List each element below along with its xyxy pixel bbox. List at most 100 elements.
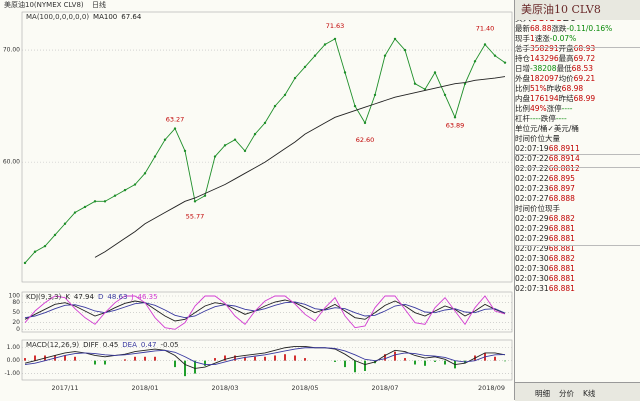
price-point	[353, 104, 357, 108]
macd-bar	[134, 356, 136, 361]
stat-label: 昨收	[546, 84, 562, 93]
stat-value: -0.11/0.16%	[566, 24, 613, 33]
x-tick-label: 2018/03	[211, 384, 238, 392]
legend-item: KDJ(9,3,3)	[26, 293, 62, 301]
legend-item: D	[98, 293, 103, 301]
price-point	[73, 211, 77, 214]
price-point	[193, 200, 197, 203]
stat-value: ----	[561, 104, 573, 113]
x-tick-label: 2017/11	[51, 384, 78, 392]
time: 02:07:30	[515, 264, 549, 273]
quote-panel: 美原油10 CLV8卖出68.8923买入68.8820最新68.88涨跌-0.…	[514, 0, 640, 401]
macd-bar	[104, 360, 106, 365]
legend-item: 48.63	[107, 293, 127, 301]
x-tick-label: 2018/09	[478, 384, 505, 392]
price-point	[263, 121, 267, 125]
legend-item: DEA	[122, 341, 137, 349]
macd-bar	[444, 360, 446, 365]
macd-bar	[414, 360, 416, 365]
stat-value: 68.98	[561, 84, 584, 93]
table-header: 时间	[515, 204, 530, 213]
volume: 1	[570, 264, 575, 273]
panel-frame	[21, 291, 513, 333]
price-point	[23, 261, 27, 265]
price-point	[53, 233, 57, 237]
macd-bar	[264, 356, 266, 361]
stat-value: 69.21	[573, 74, 596, 83]
row: 02:07:2968.881	[515, 234, 640, 244]
macd-bar	[404, 358, 406, 361]
row: 外盘182097均价69.21	[515, 74, 640, 84]
y-tick-label: 80	[12, 299, 20, 306]
stat-label: 最高	[558, 54, 574, 63]
price: 68.88	[548, 254, 571, 263]
macd-bar	[364, 360, 366, 371]
tab[interactable]: 明细	[535, 389, 550, 398]
time: 02:07:23	[515, 184, 549, 193]
y-tick-label: 100	[9, 293, 21, 300]
stat-value: ----	[555, 114, 567, 123]
macd-bar	[74, 356, 76, 361]
time: 02:07:30	[515, 274, 549, 283]
tabs: 明细 分价 K线	[515, 382, 640, 401]
stat-value: 68.88	[530, 24, 552, 33]
time: 02:07:29	[515, 234, 549, 243]
stat-label: 杠杆	[515, 114, 530, 123]
stat-label: 现手	[515, 34, 530, 43]
stat-label: 涨停	[546, 104, 562, 113]
macd-bar	[174, 360, 176, 368]
price-point	[323, 43, 327, 46]
row: 时间价位现手	[515, 204, 640, 214]
volume: 12	[570, 164, 580, 173]
price-point	[283, 93, 287, 97]
series-line	[24, 295, 506, 330]
tab[interactable]: 分价	[559, 389, 574, 398]
tab[interactable]: K线	[583, 389, 596, 398]
period: 日线	[92, 0, 106, 9]
stat-value: 68.93	[573, 44, 596, 53]
stat-label: 比例	[515, 84, 530, 93]
legend-item: 67.64	[121, 13, 142, 21]
price: 68.88	[548, 274, 571, 283]
price-point	[43, 244, 47, 248]
price-point	[173, 127, 177, 130]
volume: 11	[570, 144, 580, 153]
y-tick-label: -1.00	[4, 370, 20, 377]
row: 现手1速涨-0.07%	[515, 34, 640, 44]
time: 02:07:30	[515, 254, 549, 263]
stat-label: 持仓	[515, 54, 530, 63]
price: 68.89	[548, 174, 571, 183]
macd-bar	[194, 360, 196, 374]
price-point	[433, 71, 437, 74]
annotation: 71.40	[476, 24, 495, 32]
y-tick-label: 0	[16, 326, 20, 333]
stat-label: 日增	[515, 64, 530, 73]
macd-bar	[504, 360, 506, 362]
price: 68.88	[548, 194, 571, 203]
quote-title: 美原油10 CLV8	[515, 0, 640, 20]
macd-bar	[344, 360, 346, 368]
stat-value: 143296	[530, 54, 559, 63]
row: 02:07:2368.897	[515, 184, 640, 194]
price-point	[483, 43, 487, 46]
macd-bar	[394, 351, 396, 361]
volume: 5	[570, 174, 575, 183]
price-point	[163, 138, 167, 141]
macd-bar	[234, 355, 236, 361]
legend-item: K	[65, 293, 70, 301]
macd-bar	[144, 356, 146, 361]
stat-value: 358291	[530, 44, 559, 53]
price-point	[273, 104, 277, 108]
price-point	[453, 116, 457, 119]
price-point	[103, 200, 107, 203]
y-tick-label: 50	[12, 309, 20, 316]
price: 68.89	[548, 144, 571, 153]
table-header: 价位	[530, 204, 545, 213]
x-tick-label: 2018/01	[131, 384, 158, 392]
y-tick-label: 0.00	[7, 357, 21, 364]
stat-value: 49%	[530, 104, 547, 113]
row: 时间价位大量	[515, 134, 640, 144]
stat-label: 外盘	[515, 74, 530, 83]
row: 02:07:2968.881	[515, 224, 640, 234]
